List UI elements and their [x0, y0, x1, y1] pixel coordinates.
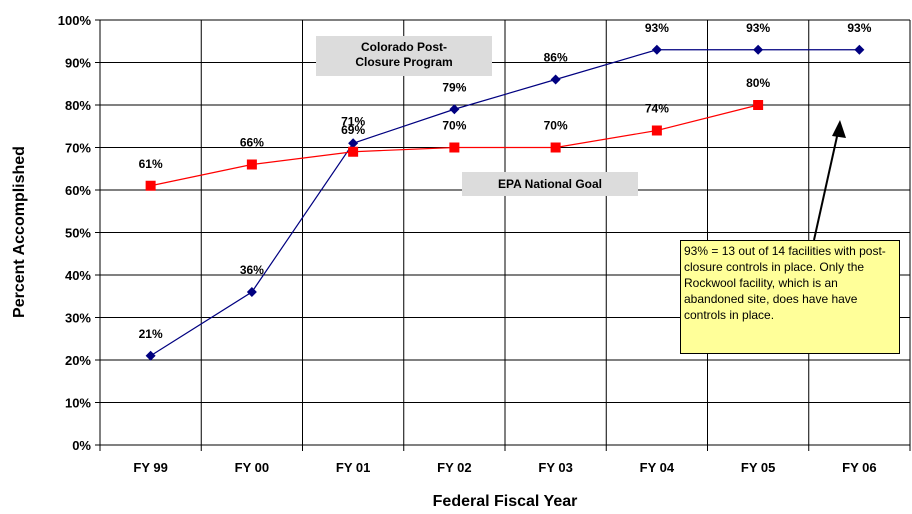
x-tick-label: FY 05 [741, 460, 775, 475]
y-tick-label: 20% [65, 353, 91, 368]
x-tick-label: FY 03 [538, 460, 572, 475]
data-label: 70% [442, 119, 466, 133]
data-point-marker [348, 138, 359, 149]
y-tick-label: 50% [65, 226, 91, 241]
x-tick-label: FY 02 [437, 460, 471, 475]
data-label: 66% [240, 136, 264, 150]
data-point-marker [449, 104, 460, 115]
data-point-marker [449, 142, 460, 153]
data-point-marker [854, 44, 865, 55]
epa-series-callout: EPA National Goal [462, 172, 638, 196]
y-tick-label: 40% [65, 268, 91, 283]
x-tick-label: FY 04 [640, 460, 675, 475]
series-group [145, 44, 865, 361]
data-label: 86% [544, 51, 568, 65]
x-tick-labels: FY 99 FY 00 FY 01 FY 02 FY 03 FY 04 FY 05 FY 06 [133, 460, 876, 475]
data-label: 70% [544, 119, 568, 133]
data-label: 93% [847, 21, 871, 35]
y-tick-label: 80% [65, 98, 91, 113]
data-label: 71% [341, 114, 365, 128]
y-tick-label: 30% [65, 311, 91, 326]
data-point-marker [550, 74, 561, 85]
colorado-series-callout: Colorado Post- Closure Program [316, 36, 492, 76]
data-label: 69% [341, 123, 365, 137]
data-point-marker [651, 44, 662, 55]
gridlines [95, 19, 911, 451]
data-label: 74% [645, 102, 669, 116]
data-point-marker [753, 100, 764, 110]
x-tick-label: FY 01 [336, 460, 370, 475]
y-tick-label: 10% [65, 396, 91, 411]
data-label: 93% [645, 21, 669, 35]
y-axis-title: Percent Accomplished [11, 146, 28, 318]
x-tick-label: FY 99 [133, 460, 167, 475]
y-tick-label: 100% [58, 13, 92, 28]
y-tick-label: 0% [72, 438, 91, 453]
data-point-marker [246, 159, 257, 170]
data-point-marker [145, 350, 156, 361]
data-label: 21% [139, 327, 163, 341]
data-label: 80% [746, 76, 770, 90]
data-labels: 21% 36% 71% 79% 86% 93% 93% 93% 61% 66% 69% 70% 70% 7… [139, 21, 872, 341]
data-point-marker [651, 125, 662, 136]
x-tick-label: FY 00 [235, 460, 269, 475]
note-arrow [813, 120, 846, 241]
y-tick-labels: 0% 10% 20% 30% 40% 50% 60% 70% 80% 90% 100% [58, 13, 92, 453]
data-label: 36% [240, 263, 264, 277]
data-label: 93% [746, 21, 770, 35]
data-point-marker [550, 142, 561, 153]
x-tick-label: FY 06 [842, 460, 876, 475]
data-point-marker [145, 180, 156, 191]
facility-note-box: 93% = 13 out of 14 facilities with post-… [680, 240, 900, 354]
data-label: 79% [442, 80, 466, 94]
data-point-marker [348, 146, 359, 157]
colorado-callout-line2: Closure Program [355, 55, 453, 69]
y-tick-label: 60% [65, 183, 91, 198]
series-line [150, 49, 860, 357]
data-point-marker [753, 44, 764, 55]
data-point-marker [246, 287, 257, 297]
data-label: 61% [139, 157, 163, 171]
y-tick-label: 70% [65, 141, 91, 156]
x-axis-title: Federal Fiscal Year [433, 493, 578, 510]
y-tick-label: 90% [65, 56, 91, 71]
colorado-callout-line1: Colorado Post- [361, 40, 447, 54]
